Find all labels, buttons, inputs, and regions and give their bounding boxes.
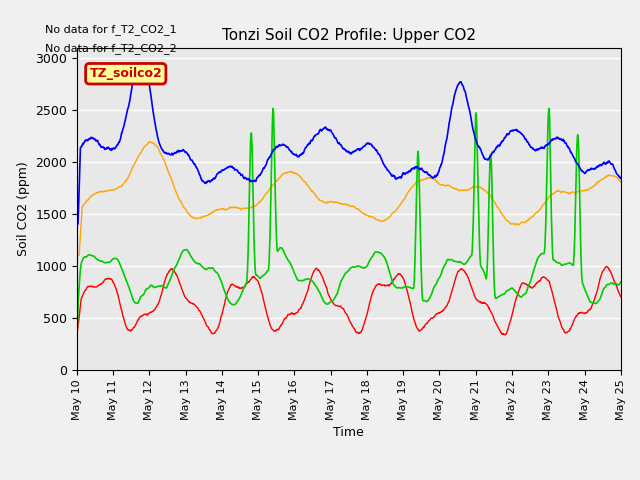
Text: No data for f_T2_CO2_2: No data for f_T2_CO2_2	[45, 43, 177, 54]
Y-axis label: Soil CO2 (ppm): Soil CO2 (ppm)	[17, 161, 29, 256]
Text: TZ_soilco2: TZ_soilco2	[90, 67, 162, 80]
Text: No data for f_T2_CO2_1: No data for f_T2_CO2_1	[45, 24, 177, 35]
Title: Tonzi Soil CO2 Profile: Upper CO2: Tonzi Soil CO2 Profile: Upper CO2	[222, 28, 476, 43]
X-axis label: Time: Time	[333, 426, 364, 439]
Legend: Open -2cm, Tree -2cm, Open -4cm, Tree -4cm: Open -2cm, Tree -2cm, Open -4cm, Tree -4…	[106, 475, 592, 480]
